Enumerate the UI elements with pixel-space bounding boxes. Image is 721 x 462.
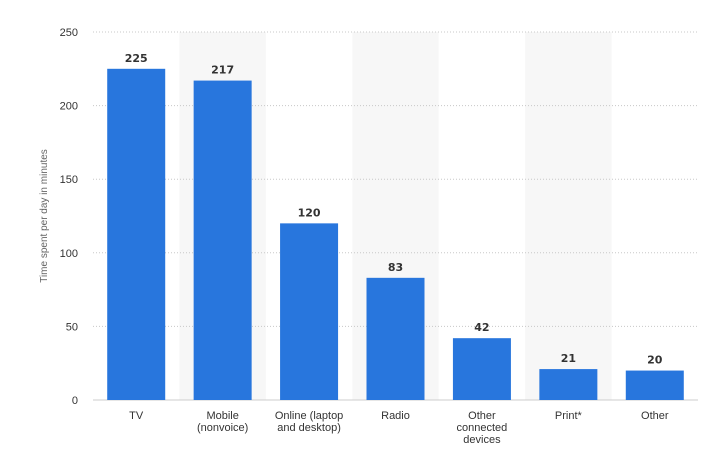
y-tick-label-150: 150 [60, 174, 78, 186]
data-label-5: 21 [561, 352, 576, 365]
x-category-label-6: Other [641, 410, 669, 422]
x-axis-categories: TV Mobile (nonvoice) Online (laptop and desk… [129, 410, 669, 446]
x-category-label-0: TV [129, 410, 144, 422]
bar-6 [625, 370, 684, 400]
data-label-4: 42 [474, 321, 489, 334]
y-tick-label-100: 100 [60, 248, 78, 260]
data-label-3: 83 [388, 261, 403, 274]
x-category-label-1: Mobile (nonvoice) [197, 410, 248, 434]
data-labels: 225 217 120 83 42 21 20 [125, 52, 663, 367]
y-axis-title: Time spent per day in minutes [39, 149, 50, 283]
bar-3 [366, 277, 425, 400]
data-label-1: 217 [211, 64, 234, 77]
y-axis-ticks: 0 50 100 150 200 250 [60, 27, 78, 407]
bar-1 [193, 80, 252, 401]
y-tick-label-200: 200 [60, 101, 78, 113]
bar-0 [107, 68, 166, 401]
x-category-label-4: Other connected devices [457, 410, 508, 446]
x-category-label-2: Online (laptop and desktop) [275, 410, 344, 434]
data-label-2: 120 [298, 206, 321, 219]
x-category-label-3: Radio [381, 410, 410, 422]
data-label-6: 20 [647, 354, 663, 367]
y-tick-label-50: 50 [66, 321, 78, 333]
y-tick-label-0: 0 [72, 395, 78, 407]
bar-4 [452, 338, 511, 400]
data-label-0: 225 [125, 52, 148, 65]
bar-5 [539, 369, 598, 400]
y-tick-label-250: 250 [60, 27, 78, 39]
x-category-label-5: Print* [555, 410, 583, 422]
band-5 [525, 32, 612, 400]
bars [107, 68, 684, 401]
bar-2 [280, 223, 339, 400]
